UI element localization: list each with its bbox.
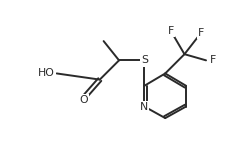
Text: HO: HO — [38, 68, 55, 78]
Text: O: O — [79, 95, 88, 105]
Text: F: F — [198, 28, 205, 38]
Text: S: S — [141, 55, 148, 65]
Text: F: F — [168, 26, 174, 36]
Text: F: F — [210, 55, 216, 65]
Text: N: N — [140, 102, 148, 112]
